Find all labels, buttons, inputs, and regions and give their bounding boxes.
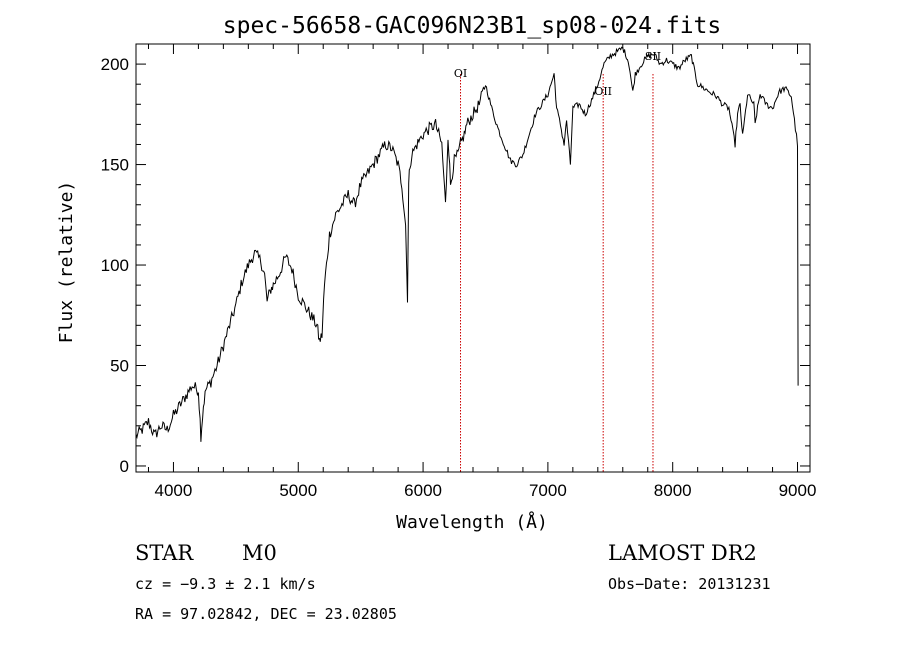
plot-border (135, 43, 811, 473)
chart-title: spec-56658-GAC096N23B1_sp08-024.fits (223, 13, 722, 39)
x-tick-label: 4000 (155, 481, 193, 500)
coordinates: RA = 97.02842, DEC = 23.02805 (135, 605, 397, 623)
marker-label-oii: OII (594, 85, 612, 98)
x-tick-label: 6000 (404, 481, 442, 500)
y-tick-label: 50 (110, 357, 129, 376)
plot-frame (135, 43, 811, 473)
axis-ticks (136, 43, 810, 472)
x-tick-label: 8000 (654, 481, 692, 500)
axis-tick-labels: 4000 5000 6000 7000 8000 9000 0 50 100 150 200 (101, 55, 817, 500)
y-tick-label: 150 (101, 156, 129, 175)
observation-date: Obs−Date: 20131231 (608, 575, 771, 593)
y-tick-label: 200 (101, 55, 129, 74)
x-tick-label: 5000 (279, 481, 317, 500)
spectrum-line (135, 46, 799, 442)
spectrum-series (135, 46, 799, 442)
marker-label-oi: OI (454, 67, 467, 80)
y-tick-label: 0 (120, 457, 129, 476)
y-tick-label: 100 (101, 256, 129, 275)
object-class: STAR (135, 541, 194, 565)
x-tick-label: 9000 (779, 481, 817, 500)
redshift-info: cz = −9.3 ± 2.1 km/s (135, 575, 316, 593)
survey-name: LAMOST DR2 (608, 541, 757, 565)
x-axis-label: Wavelength (Å) (396, 511, 548, 533)
y-axis-label: Flux (relative) (56, 181, 77, 344)
x-tick-label: 7000 (529, 481, 567, 500)
object-subclass: M0 (242, 541, 277, 565)
